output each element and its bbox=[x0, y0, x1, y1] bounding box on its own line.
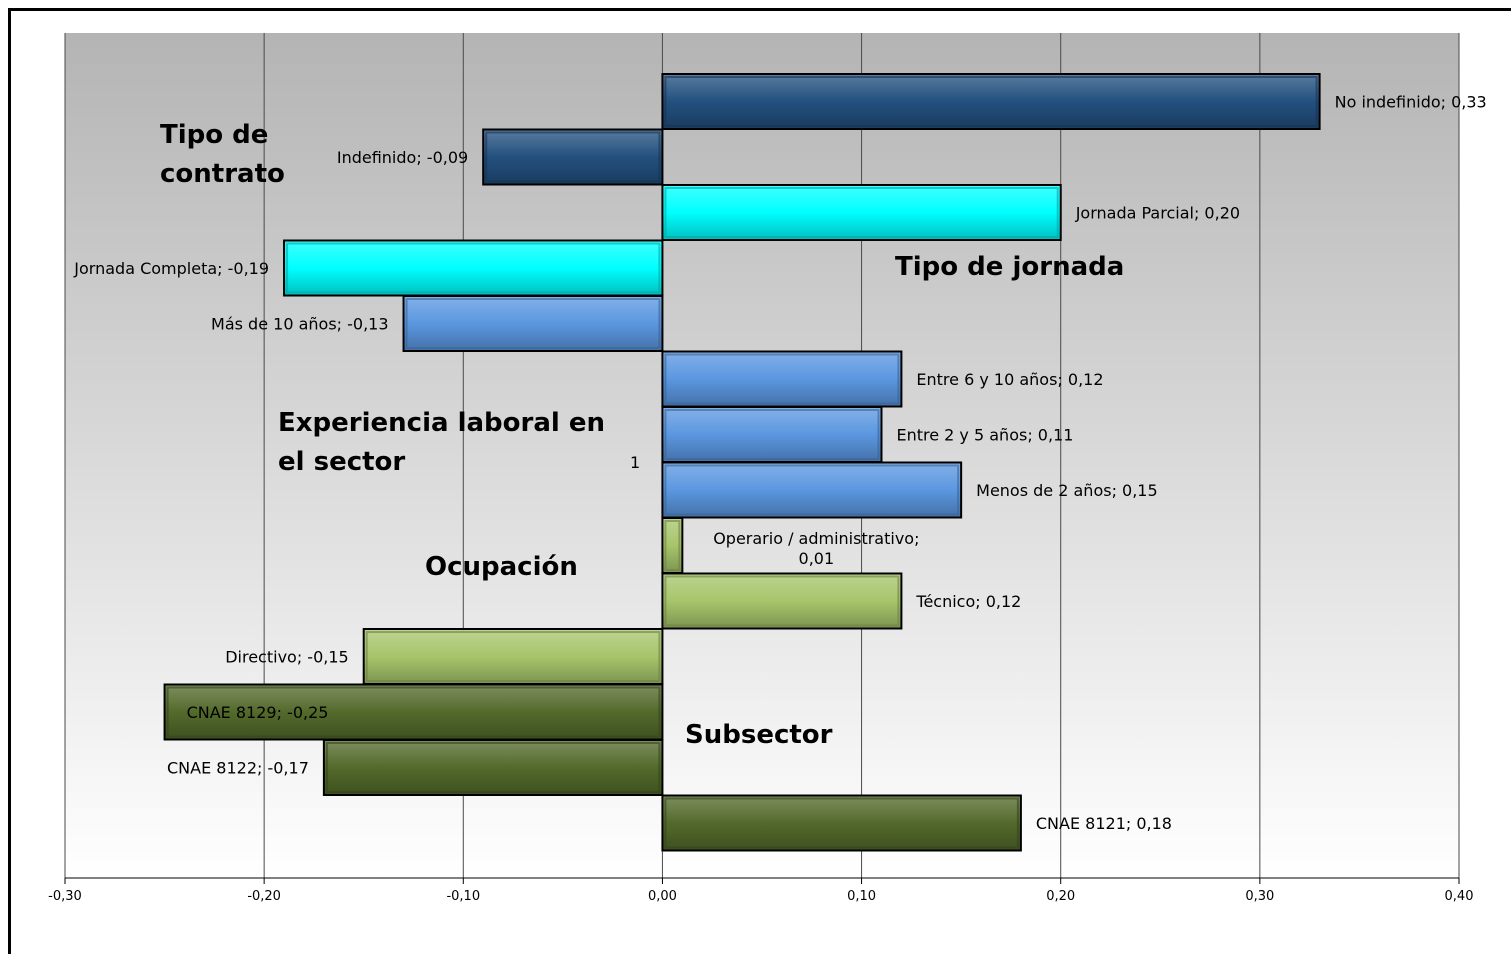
bar bbox=[661, 350, 903, 408]
bars bbox=[163, 73, 1321, 852]
group-labels: Tipo de contrato Tipo de jornada Experienci… bbox=[160, 120, 1124, 750]
bar-bevel bbox=[664, 353, 900, 405]
bar-label: No indefinido; 0,33 bbox=[1335, 93, 1487, 112]
bar-bevel bbox=[325, 742, 661, 793]
bar-bevel bbox=[166, 686, 661, 738]
group-label: Experiencia laboral en el sector bbox=[278, 408, 605, 477]
x-tick-label: 0,10 bbox=[847, 889, 876, 904]
bar-label: Operario / administrativo; 0,01 bbox=[713, 529, 919, 568]
x-tick-label: 0,40 bbox=[1445, 889, 1474, 904]
bar bbox=[661, 406, 883, 463]
bar-label: Técnico; 0,12 bbox=[915, 592, 1021, 611]
bar bbox=[661, 572, 903, 630]
bar-bevel bbox=[664, 409, 880, 460]
bar-label: CNAE 8122; -0,17 bbox=[167, 759, 309, 778]
x-axis: -0,30 -0,20 -0,10 0,00 0,10 0,20 0,30 0,40 bbox=[48, 877, 1474, 904]
bar-bevel bbox=[664, 520, 681, 571]
bar-bevel bbox=[664, 797, 1019, 849]
bar-label: Jornada Completa; -0,19 bbox=[73, 259, 269, 278]
bar bbox=[482, 128, 664, 186]
bar-label: CNAE 8129; -0,25 bbox=[187, 703, 329, 722]
x-tick-label: -0,20 bbox=[247, 889, 281, 904]
bar-bevel bbox=[664, 575, 900, 627]
bar-bevel bbox=[286, 242, 661, 294]
bar bbox=[322, 739, 664, 796]
bar-bevel bbox=[365, 631, 661, 682]
x-tick-label: 0,20 bbox=[1046, 889, 1075, 904]
bar bbox=[661, 794, 1022, 852]
bar-labels: No indefinido; 0,33 Indefinido; -0,09 Jorn… bbox=[73, 93, 1486, 834]
bar-bevel bbox=[405, 298, 661, 349]
bar-bevel bbox=[664, 187, 1059, 238]
bar-bevel bbox=[664, 76, 1318, 127]
bar-label: Entre 2 y 5 años; 0,11 bbox=[896, 426, 1073, 445]
bar-label: Directivo; -0,15 bbox=[225, 648, 348, 667]
group-label: Tipo de contrato bbox=[160, 120, 285, 189]
bar-bevel bbox=[664, 464, 960, 516]
bar-label: CNAE 8121; 0,18 bbox=[1036, 814, 1172, 833]
bar-label: Más de 10 años; -0,13 bbox=[211, 315, 389, 334]
bar-label: Indefinido; -0,09 bbox=[337, 148, 468, 167]
bar bbox=[362, 628, 664, 685]
bar bbox=[661, 461, 963, 519]
bar-label: Menos de 2 años; 0,15 bbox=[976, 481, 1158, 500]
bar bbox=[402, 295, 664, 352]
bar bbox=[283, 239, 664, 297]
stray-label: 1 bbox=[630, 453, 640, 472]
group-label: Subsector bbox=[685, 720, 833, 750]
group-label: Tipo de jornada bbox=[895, 252, 1124, 282]
bar bbox=[661, 184, 1062, 241]
bar-label: Jornada Parcial; 0,20 bbox=[1075, 204, 1240, 223]
x-tick-label: 0,00 bbox=[648, 889, 677, 904]
x-tick-label: -0,10 bbox=[446, 889, 480, 904]
x-tick-label: 0,30 bbox=[1245, 889, 1274, 904]
bar bbox=[661, 73, 1321, 130]
group-label: Ocupación bbox=[425, 552, 578, 582]
bar-label: Entre 6 y 10 años; 0,12 bbox=[916, 370, 1103, 389]
chart-frame bbox=[8, 8, 1511, 954]
bar-bevel bbox=[485, 131, 661, 183]
x-tick-label: -0,30 bbox=[48, 889, 82, 904]
